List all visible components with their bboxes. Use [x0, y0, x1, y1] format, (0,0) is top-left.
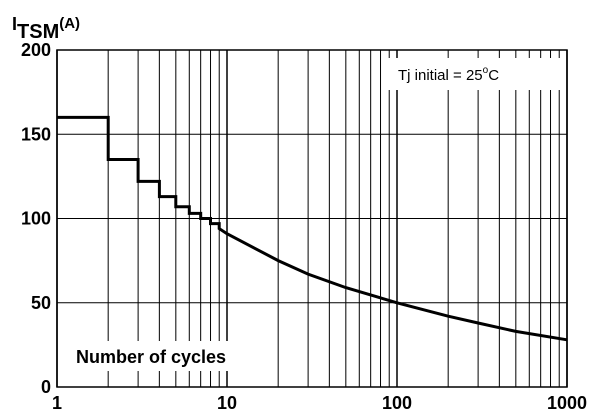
x-tick-label: 10	[217, 393, 237, 413]
x-tick-label: 1	[52, 393, 62, 413]
y-tick-label: 50	[31, 293, 51, 313]
y-axis-title: ITSM(A)	[12, 14, 80, 43]
series-group	[57, 115, 568, 342]
x-tick-label: 100	[382, 393, 412, 413]
tick-labels: 1 10 100 1000 0 50 100 150 200	[21, 40, 587, 413]
plot-frame	[56, 49, 568, 388]
surge-current-curve	[57, 115, 568, 342]
y-tick-label: 150	[21, 124, 51, 144]
x-axis-title-box	[68, 341, 264, 371]
y-tick-label: 200	[21, 40, 51, 60]
y-tick-label: 100	[21, 209, 51, 229]
annotation-box	[384, 58, 562, 90]
annotation-text: Tj initial = 25oC	[398, 65, 499, 84]
x-axis-title: Number of cycles	[76, 347, 226, 367]
x-tick-label: 1000	[547, 393, 587, 413]
y-tick-label: 0	[41, 377, 51, 397]
